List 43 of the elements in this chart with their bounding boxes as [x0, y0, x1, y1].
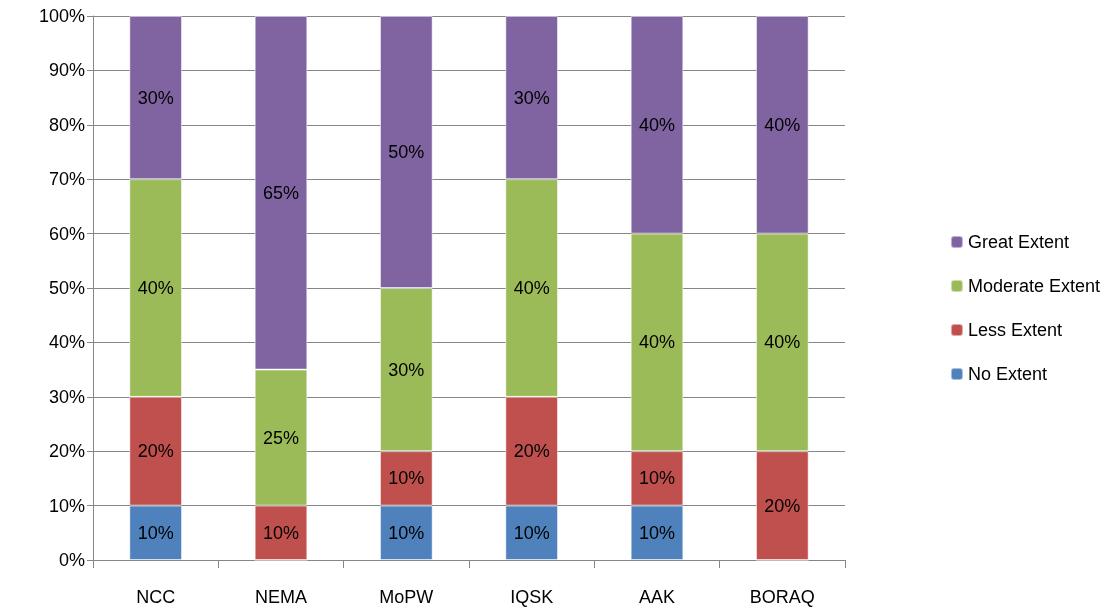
y-tick-label: 0%	[58, 550, 85, 570]
legend-label: Great Extent	[967, 232, 1069, 252]
data-label: 10%	[137, 522, 174, 543]
x-tick-label: BORAQ	[749, 587, 815, 607]
x-tick-label: NCC	[136, 587, 176, 607]
y-tick-label: 40%	[48, 332, 85, 353]
data-label: 40%	[638, 114, 676, 135]
data-label: 40%	[513, 278, 550, 298]
y-tick-label: 50%	[48, 278, 85, 298]
data-label: 10%	[262, 522, 300, 543]
data-label: 20%	[513, 441, 550, 462]
y-tick-label: 60%	[48, 223, 85, 244]
data-label: 50%	[388, 142, 425, 162]
data-label: 30%	[513, 87, 550, 108]
legend-label: No Extent	[967, 364, 1047, 384]
data-label: 10%	[513, 522, 550, 543]
y-tick-label: 30%	[48, 386, 85, 407]
data-label: 10%	[638, 468, 676, 489]
legend-label: Less Extent	[967, 320, 1062, 340]
data-label: 65%	[262, 182, 300, 203]
x-tick-label: IQSK	[510, 587, 554, 607]
data-label: 10%	[388, 522, 425, 543]
data-label: 30%	[137, 87, 174, 108]
x-tick-label: NEMA	[254, 587, 308, 607]
data-label: 20%	[137, 441, 174, 462]
legend-label: Moderate Extent	[967, 276, 1100, 296]
x-tick-label: AAK	[638, 587, 676, 607]
data-label: 25%	[262, 427, 300, 448]
x-tick-label: MoPW	[379, 587, 434, 607]
y-tick-label: 10%	[48, 495, 85, 516]
data-label: 10%	[638, 522, 676, 543]
y-tick-label: 20%	[48, 441, 85, 462]
data-label: 40%	[137, 278, 174, 298]
data-label: 40%	[764, 332, 801, 353]
data-label: 10%	[388, 468, 425, 489]
y-tick-label: 100%	[38, 6, 85, 26]
y-tick-label: 90%	[48, 60, 85, 81]
data-label: 40%	[638, 332, 676, 353]
data-label: 40%	[764, 114, 801, 135]
y-tick-label: 70%	[48, 169, 85, 190]
data-label: 30%	[388, 359, 425, 380]
y-tick-label: 80%	[48, 114, 85, 135]
data-label: 20%	[764, 495, 801, 516]
